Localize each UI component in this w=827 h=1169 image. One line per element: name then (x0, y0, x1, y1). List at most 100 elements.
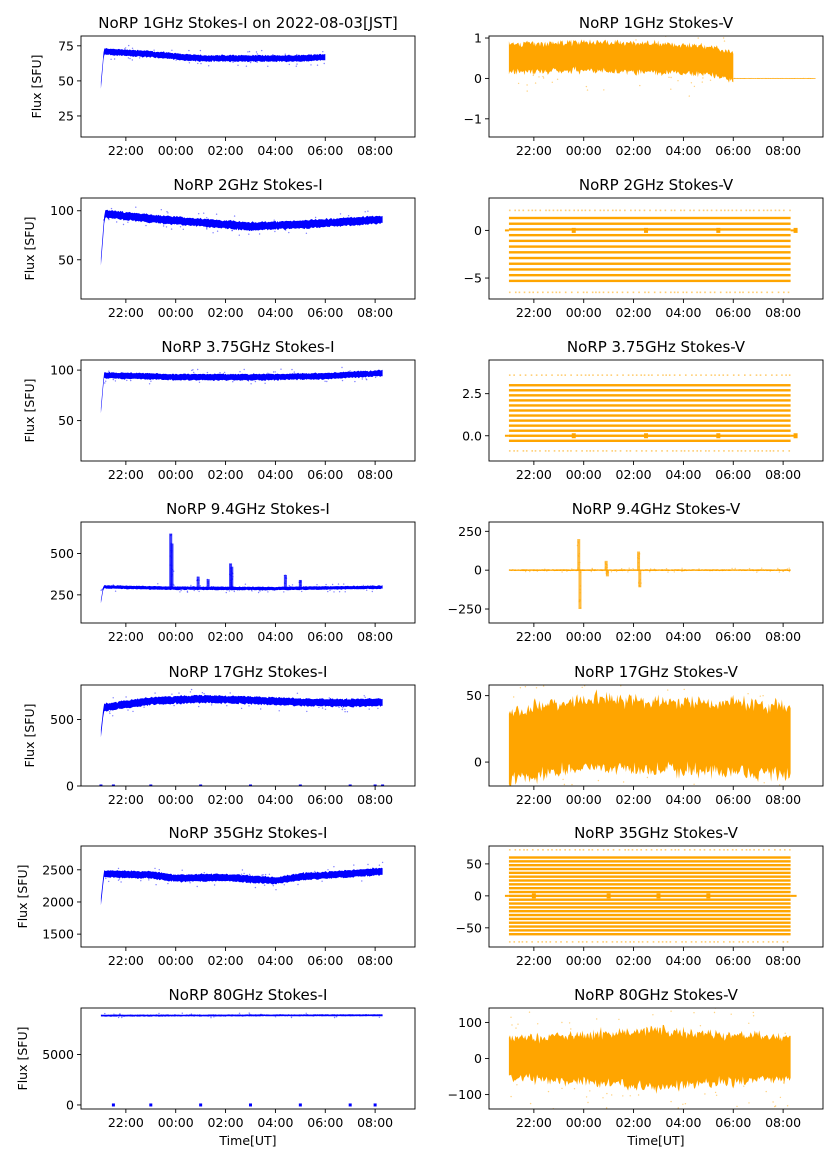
plot-area-v3 (504, 374, 798, 452)
y-tick-label: 0 (474, 755, 482, 770)
x-tick-label: 02:00 (616, 1115, 652, 1130)
x-tick-label: 04:00 (665, 143, 701, 158)
y-tick-label: 100 (50, 363, 74, 378)
chart-title: NoRP 2GHz Stokes-V (579, 176, 734, 194)
level-line (508, 929, 791, 932)
y-tick-label: 1500 (42, 927, 74, 942)
panel-i7: 0 5000 22:00 00:00 02:00 04:00 06:00 08:00 NoRP … (15, 986, 416, 1148)
level-line (508, 424, 791, 427)
y-tick-label: 250 (458, 524, 482, 539)
flare-spike (196, 576, 200, 589)
level-line (508, 913, 791, 917)
data-band (100, 694, 383, 738)
chart-title: NoRP 35GHz Stokes-V (574, 824, 739, 842)
chart-title: NoRP 80GHz Stokes-V (574, 986, 739, 1004)
zero-point (298, 784, 302, 786)
x-tick-label: 06:00 (715, 467, 751, 482)
series-v3-0 (504, 374, 798, 452)
x-tick-label: 04:00 (257, 953, 293, 968)
level-line (508, 251, 791, 254)
plot-area-v5 (508, 685, 791, 786)
level-line (508, 921, 791, 924)
level-line (508, 233, 791, 237)
y-axis-label: Flux [SFU] (22, 379, 37, 443)
y-tick-label: 2500 (42, 862, 74, 877)
x-tick-label: 06:00 (307, 467, 343, 482)
x-tick-label: 04:00 (257, 305, 293, 320)
x-tick-label: 04:00 (257, 792, 293, 807)
panel-v5: 0 50 22:00 00:00 02:00 04:00 06:00 08:00 NoRP 17… (466, 663, 824, 807)
x-tick-label: 08:00 (765, 305, 801, 320)
axes-frame (80, 521, 416, 624)
y-tick-label: 2.5 (462, 386, 482, 401)
panel-i2: 50 100 22:00 00:00 02:00 04:00 06:00 08:00 NoRP … (22, 176, 416, 320)
level-line (508, 886, 791, 890)
y-axis-label: Flux [SFU] (15, 865, 30, 929)
x-tick-label: 06:00 (715, 143, 751, 158)
x-tick-label: 04:00 (665, 305, 701, 320)
y-tick-label: 50 (58, 73, 74, 88)
x-tick-label: 04:00 (257, 143, 293, 158)
y-tick-label: −1 (464, 111, 482, 126)
series-v1-0 (508, 36, 734, 97)
chart-title: NoRP 35GHz Stokes-I (169, 824, 328, 842)
plot-area-v2 (504, 209, 798, 294)
x-tick-label: 08:00 (765, 792, 801, 807)
x-tick-label: 02:00 (616, 143, 652, 158)
x-tick-label: 04:00 (257, 629, 293, 644)
series-v4-0 (508, 539, 791, 610)
series-i6-0 (100, 861, 384, 906)
panel-v2: −5 0 22:00 00:00 02:00 04:00 06:00 08:00 NoRP 2G… (464, 176, 824, 320)
y-tick-label: −250 (448, 602, 482, 617)
level-line (508, 404, 791, 407)
panel-i4: 250 500 22:00 00:00 02:00 04:00 06:00 08:00 NoRP… (50, 500, 416, 644)
zero-marker (656, 893, 661, 899)
x-tick-label: 04:00 (257, 1115, 293, 1130)
y-tick-label: 5000 (42, 1047, 74, 1062)
level-line (508, 871, 791, 875)
panel-v3: 0.0 2.5 22:00 00:00 02:00 04:00 06:00 08:00 NoRP… (462, 338, 824, 482)
y-axis-label: Flux [SFU] (22, 217, 37, 281)
zero-point (111, 1103, 115, 1107)
chart-title: NoRP 1GHz Stokes-I on 2022-08-03[JST] (98, 14, 398, 32)
flare-spike (577, 539, 581, 571)
x-tick-label: 22:00 (516, 143, 552, 158)
chart-title: NoRP 17GHz Stokes-I (169, 663, 328, 681)
x-tick-label: 00:00 (158, 467, 194, 482)
zero-point (248, 784, 252, 786)
level-line (508, 894, 791, 898)
y-tick-label: 500 (50, 712, 74, 727)
y-tick-label: 0 (474, 888, 482, 903)
x-tick-label: 02:00 (208, 467, 244, 482)
level-line (508, 910, 791, 913)
x-axis-label: Time[UT] (626, 1133, 684, 1148)
panel-i5: 0 500 22:00 00:00 02:00 04:00 06:00 08:00 NoRP 1… (22, 663, 416, 807)
level-line (508, 917, 791, 921)
flare-spike (230, 566, 234, 589)
x-tick-label: 02:00 (208, 1115, 244, 1130)
x-tick-label: 00:00 (566, 792, 602, 807)
x-tick-label: 02:00 (616, 467, 652, 482)
x-tick-label: 06:00 (307, 629, 343, 644)
series-v6-0 (504, 849, 797, 943)
plot-area-v6 (504, 849, 797, 943)
level-line (508, 262, 791, 265)
x-tick-label: 22:00 (108, 143, 144, 158)
zero-point (199, 1103, 203, 1107)
level-line (508, 384, 791, 387)
series-v5-0 (508, 685, 791, 786)
chart-title: NoRP 80GHz Stokes-I (169, 986, 328, 1004)
panel-i1: 25 50 75 22:00 00:00 02:00 04:00 06:00 08:00 NoRP… (29, 14, 416, 158)
level-line (508, 394, 791, 397)
x-tick-label: 08:00 (357, 792, 393, 807)
chart-title: NoRP 9.4GHz Stokes-I (166, 500, 330, 518)
y-tick-label: 75 (58, 38, 74, 53)
level-line (508, 245, 791, 248)
level-line (508, 239, 791, 243)
x-tick-label: 08:00 (765, 467, 801, 482)
zero-point (373, 1103, 377, 1107)
y-axis-label: Flux [SFU] (22, 704, 37, 768)
x-tick-label: 02:00 (616, 953, 652, 968)
data-band (508, 569, 791, 572)
zero-point (348, 784, 352, 786)
